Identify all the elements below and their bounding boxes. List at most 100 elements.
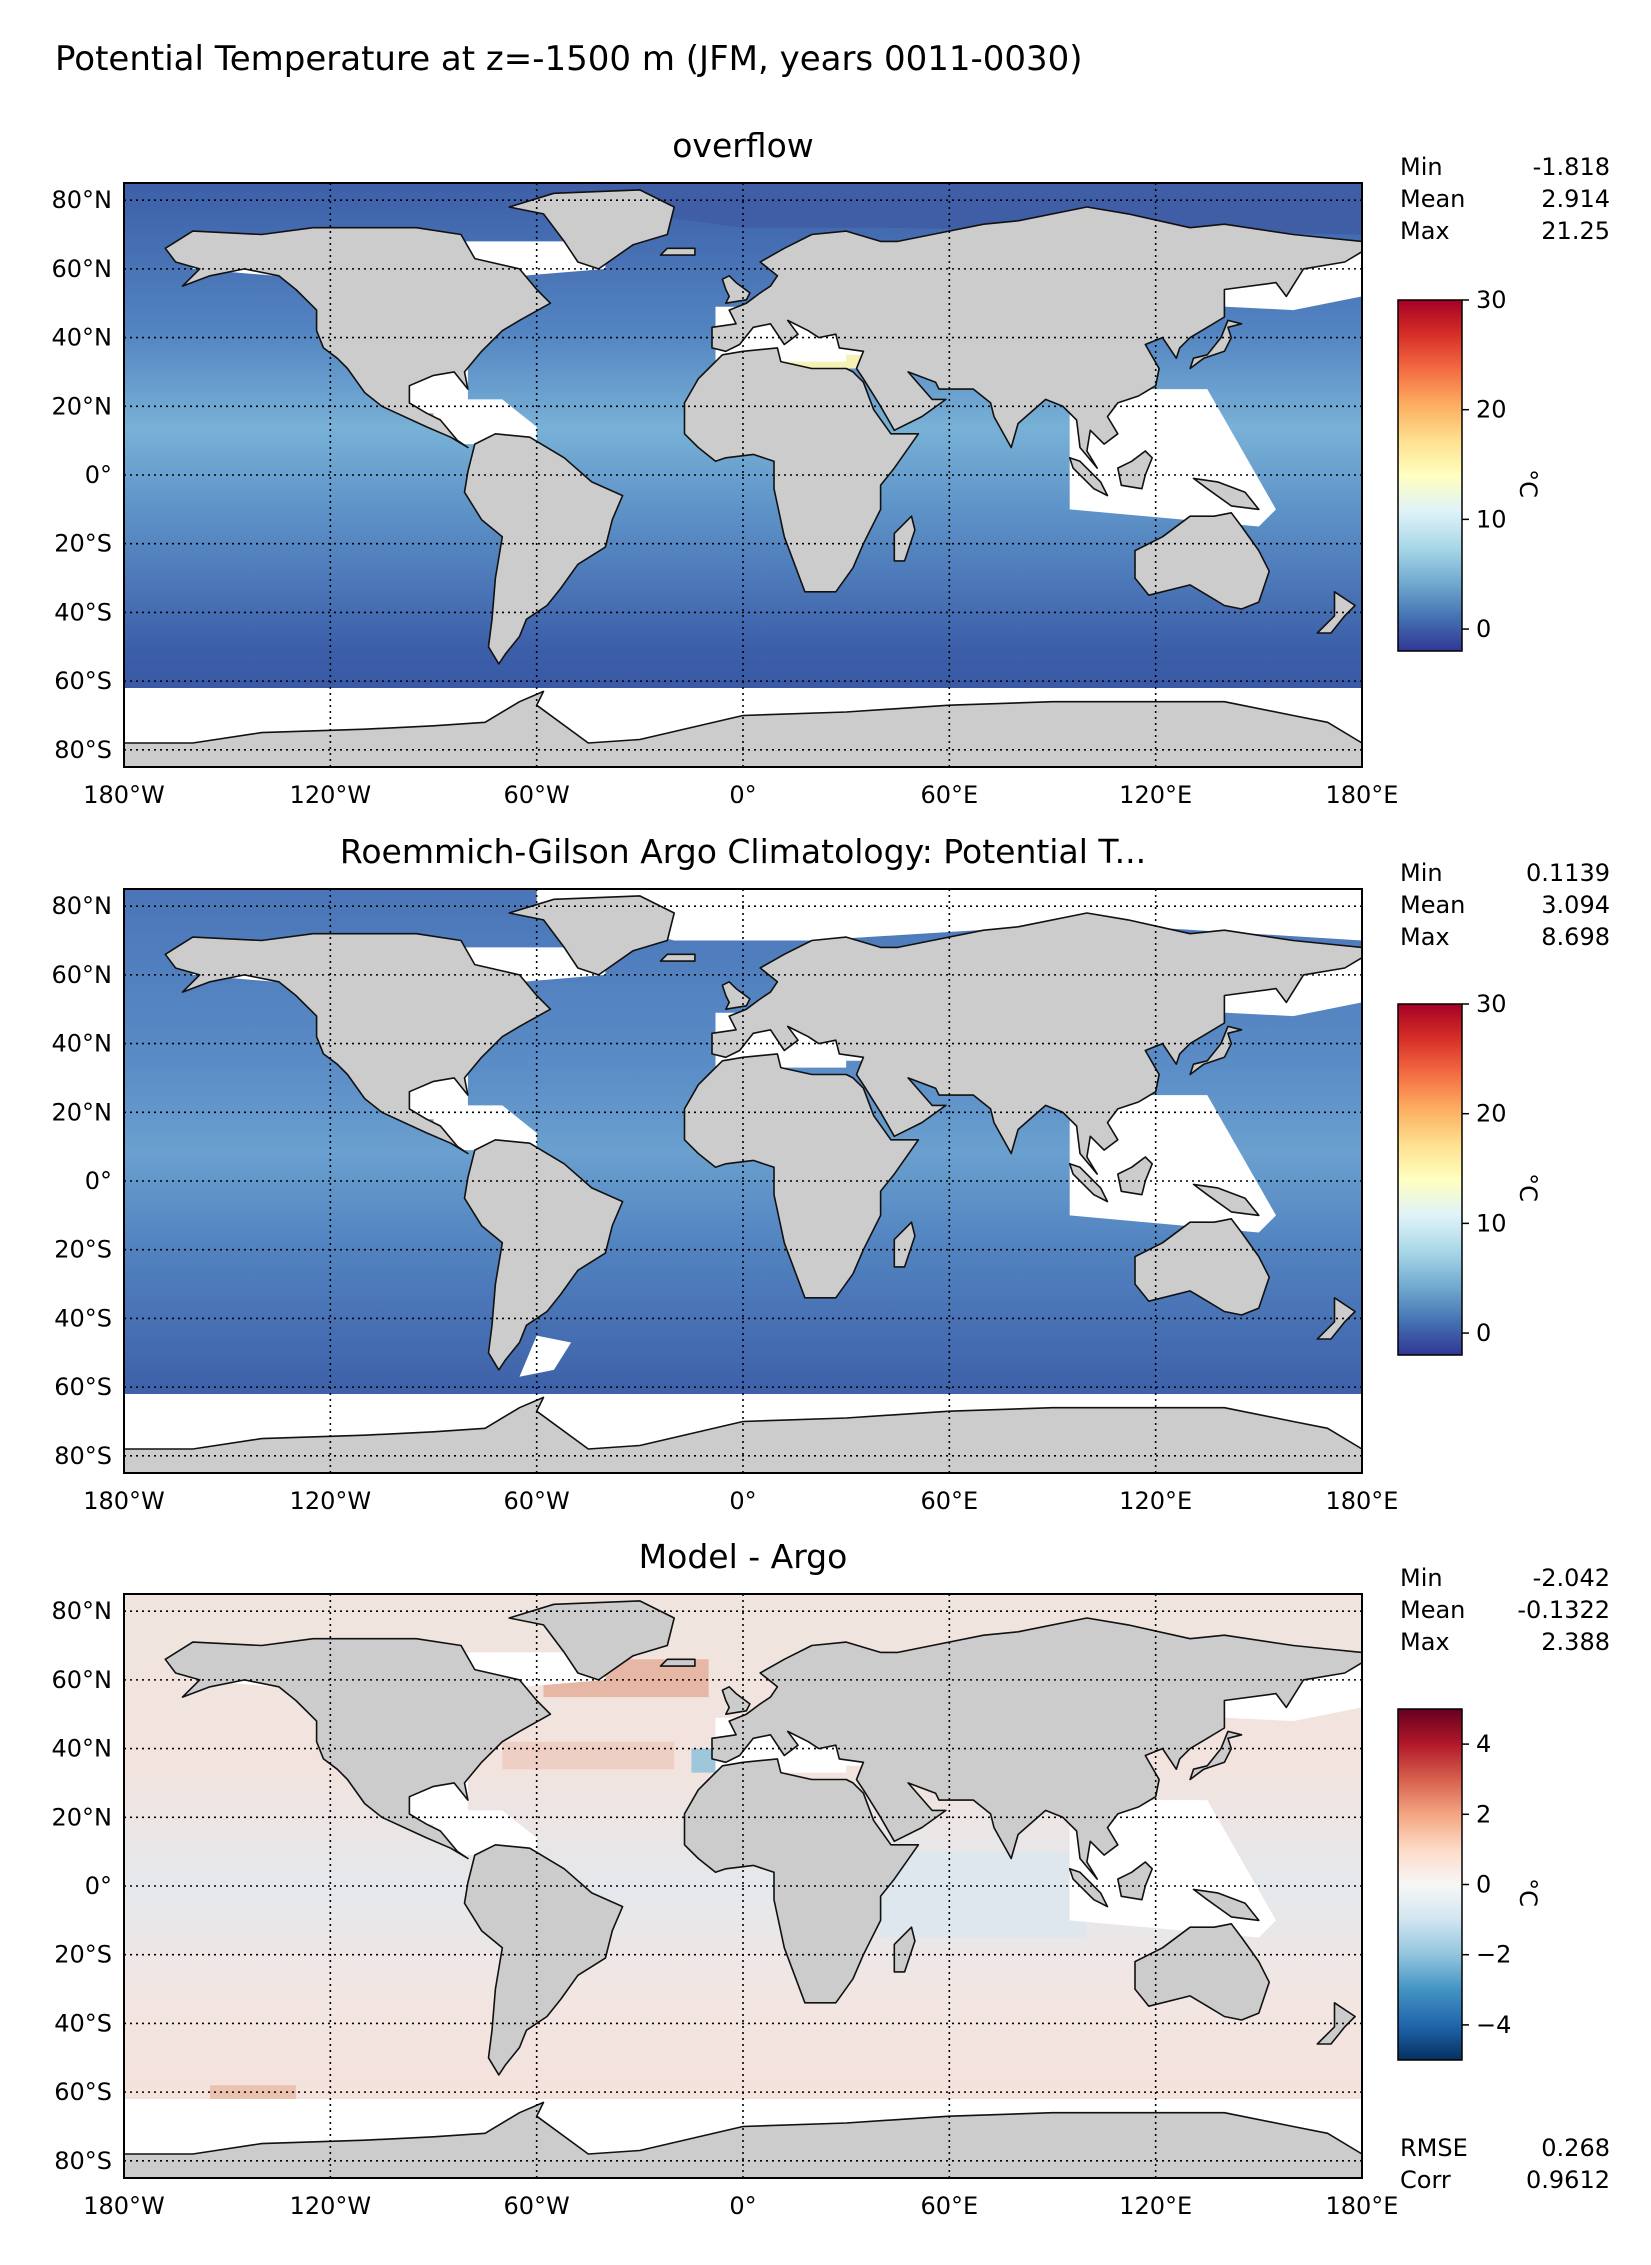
land-japan <box>1189 1730 1243 1781</box>
stat-label: Max <box>1400 217 1450 245</box>
colorbar-tick-label: 20 <box>1476 396 1507 424</box>
no-data-region <box>433 1105 537 1151</box>
x-tick-label: 120°E <box>1119 781 1192 809</box>
southern-ocean-anomaly <box>210 2085 296 2103</box>
y-tick-label: 40°N <box>52 1735 113 1763</box>
figure-title: Potential Temperature at z=-1500 m (JFM,… <box>55 39 1083 79</box>
y-tick-label: 20°N <box>52 1098 113 1126</box>
land-new-guinea <box>1192 477 1260 511</box>
no-data-region <box>433 399 537 445</box>
y-tick-label: 20°S <box>54 530 112 558</box>
colorbar-tick-label: 2 <box>1476 1800 1491 1828</box>
x-tick-label: 120°W <box>290 1487 372 1515</box>
y-tick-label: 60°N <box>52 1666 113 1694</box>
land-borneo <box>1117 450 1153 490</box>
y-tick-label: 80°N <box>52 1597 113 1625</box>
y-tick-label: 40°S <box>54 1304 112 1332</box>
stat-label: Min <box>1400 153 1443 181</box>
land-south-america <box>463 1139 624 1371</box>
colorbar-label: °C <box>1514 469 1542 498</box>
land-iceland <box>659 1658 696 1667</box>
stat-label: Max <box>1400 1628 1450 1656</box>
colorbar-label: °C <box>1514 1173 1542 1202</box>
stat-label: Min <box>1400 1564 1443 1592</box>
y-tick-label: 60°S <box>54 667 112 695</box>
x-tick-label: 60°E <box>920 1487 978 1515</box>
x-tick-label: 120°W <box>290 781 372 809</box>
y-tick-label: 80°S <box>54 736 112 764</box>
x-tick-label: 120°W <box>290 2192 372 2220</box>
x-tick-label: 180°W <box>83 1487 165 1515</box>
gulf-stream-anomaly <box>502 1741 675 1770</box>
stat-value: 21.25 <box>1541 217 1610 245</box>
y-tick-label: 80°N <box>52 186 113 214</box>
colorbar <box>1397 299 1463 652</box>
colorbar-tick-label: −4 <box>1476 2011 1511 2039</box>
land-south-america <box>463 433 624 665</box>
stat-value: -1.818 <box>1533 153 1610 181</box>
land-iceland <box>659 247 696 256</box>
y-tick-label: 0° <box>85 1167 112 1195</box>
land-madagascar <box>893 515 916 562</box>
y-tick-label: 80°N <box>52 892 113 920</box>
land-south-america <box>463 1844 624 2076</box>
land-new-guinea <box>1192 1888 1260 1922</box>
y-tick-label: 0° <box>85 1872 112 1900</box>
stat-value: -0.1322 <box>1517 1596 1610 1624</box>
colorbar-tick-label: 0 <box>1476 615 1491 643</box>
y-tick-label: 60°S <box>54 1373 112 1401</box>
land-uk <box>721 1686 751 1715</box>
colorbar-tick-label: −2 <box>1476 1941 1511 1969</box>
x-tick-label: 180°E <box>1326 1487 1399 1515</box>
map-frame <box>123 182 1363 768</box>
stat-value: 2.388 <box>1541 1628 1610 1656</box>
y-tick-label: 80°S <box>54 2147 112 2175</box>
land-australia <box>1134 1923 1270 2021</box>
colorbar-tick-label: 0 <box>1476 1871 1491 1899</box>
land-north-america <box>164 1637 552 1860</box>
x-tick-label: 180°E <box>1326 781 1399 809</box>
x-tick-label: 180°W <box>83 781 165 809</box>
y-tick-label: 80°S <box>54 1442 112 1470</box>
land-iceland <box>659 953 696 962</box>
colorbar-tick-label: 20 <box>1476 1100 1507 1128</box>
y-tick-label: 20°S <box>54 1941 112 1969</box>
y-tick-label: 0° <box>85 461 112 489</box>
map-frame <box>123 888 1363 1474</box>
stat-label: RMSE <box>1400 2134 1468 2162</box>
colorbar-label: °C <box>1514 1878 1542 1907</box>
y-tick-label: 20°N <box>52 392 113 420</box>
stat-label: Mean <box>1400 891 1465 919</box>
colorbar-tick-label: 30 <box>1476 286 1507 314</box>
colorbar-tick-label: 30 <box>1476 990 1507 1018</box>
stat-label: Max <box>1400 923 1450 951</box>
x-tick-label: 60°W <box>504 781 570 809</box>
x-tick-label: 60°E <box>920 2192 978 2220</box>
no-data-region <box>433 1810 537 1856</box>
map-panel: Model - Argo 180°W 120°W 60°W 0° 60°E 120°E 180… <box>52 1537 1611 2220</box>
map-panel: Roemmich-Gilson Argo Climatology: Potent… <box>52 832 1611 1515</box>
colorbar-tick-label: 10 <box>1476 505 1507 533</box>
land-madagascar <box>893 1221 916 1268</box>
y-tick-label: 40°N <box>52 324 113 352</box>
land-japan <box>1189 1025 1243 1076</box>
y-tick-label: 40°S <box>54 598 112 626</box>
x-tick-label: 0° <box>729 781 756 809</box>
panel-title: overflow <box>672 126 814 165</box>
panel-title: Roemmich-Gilson Argo Climatology: Potent… <box>340 832 1146 871</box>
no-data-region <box>519 1335 572 1377</box>
stat-value: 3.094 <box>1541 891 1610 919</box>
x-tick-label: 0° <box>729 2192 756 2220</box>
x-tick-label: 60°E <box>920 781 978 809</box>
y-tick-label: 40°N <box>52 1030 113 1058</box>
y-tick-label: 60°N <box>52 255 113 283</box>
colorbar <box>1397 1003 1463 1356</box>
y-tick-label: 20°S <box>54 1236 112 1264</box>
indian-ocean-anomaly <box>880 1851 1087 1938</box>
map-panel: overflow 180°W 120°W 60°W 0° 60°E 120°E 180°E 80… <box>52 126 1611 809</box>
stat-value: 0.268 <box>1541 2134 1610 2162</box>
land-north-america <box>164 932 552 1155</box>
x-tick-label: 120°E <box>1119 2192 1192 2220</box>
y-tick-label: 60°S <box>54 2078 112 2106</box>
